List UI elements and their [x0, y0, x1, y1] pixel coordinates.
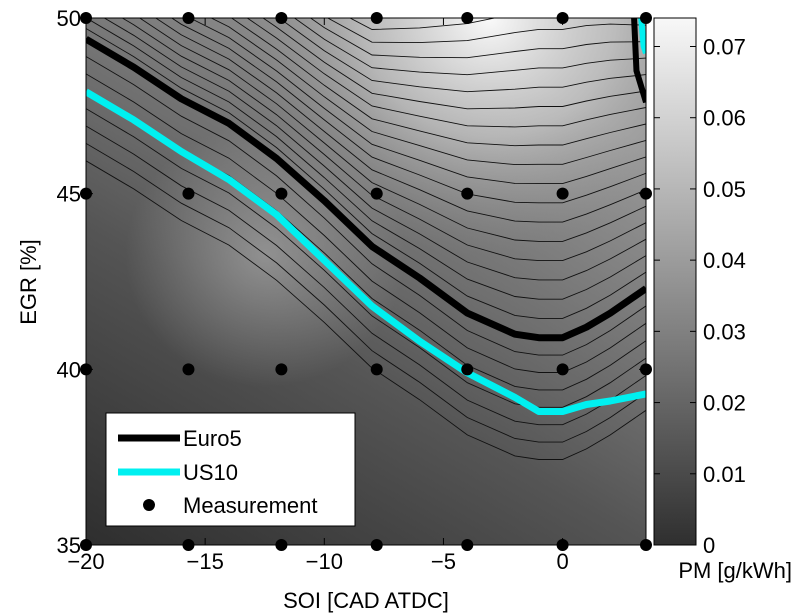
measurement-point — [461, 187, 474, 200]
contour-isoline — [246, 18, 646, 128]
series-line-us10-corner — [638, 18, 646, 55]
y-axis-label: EGR [%] — [16, 239, 41, 325]
contour-isoline — [262, 18, 646, 110]
contour-isoline — [210, 18, 646, 166]
contour-lines — [86, 18, 646, 460]
colorbar-tick-label: 0.02 — [703, 391, 746, 416]
x-tick-label: 0 — [556, 549, 568, 574]
colorbar-tick-label: 0.03 — [703, 319, 746, 344]
legend-swatch-measurement — [143, 499, 155, 511]
series-line-euro5-corner — [631, 18, 646, 104]
legend-label-us10: US10 — [183, 460, 238, 485]
measurement-point — [182, 187, 195, 200]
contour-isoline — [86, 143, 646, 443]
colorbar-label: PM [g/kWh] — [678, 558, 792, 583]
series-line-us10 — [86, 88, 646, 415]
contour-isoline — [278, 18, 646, 93]
colorbar-tick-label: 0 — [703, 533, 715, 558]
colorbar-ticks: 0 0.01 0.02 0.03 0.04 0.05 0.06 0.07 — [654, 34, 746, 558]
measurement-point — [182, 363, 195, 376]
contour-isoline — [170, 18, 646, 204]
contour-isoline — [86, 28, 646, 319]
threshold-lines — [86, 18, 646, 415]
contour-isoline — [86, 125, 646, 426]
y-axis-ticks: 35 40 45 50 — [57, 6, 646, 558]
contour-isoline — [309, 18, 646, 59]
x-tick-label: −15 — [186, 549, 223, 574]
contour-isoline — [103, 18, 646, 281]
colorbar-tick-label: 0.05 — [703, 177, 746, 202]
measurement-point — [370, 187, 383, 200]
legend-label-measurement: Measurement — [183, 493, 318, 518]
contour-isoline — [86, 108, 646, 408]
contour-isoline — [154, 18, 646, 223]
colorbar-tick-label: 0.04 — [703, 248, 746, 273]
contour-isoline — [230, 18, 646, 147]
plot-frame — [85, 17, 647, 546]
y-tick-label: 40 — [57, 357, 81, 382]
y-tick-label: 35 — [57, 533, 81, 558]
x-axis-ticks: −20 −15 −10 −5 0 — [67, 18, 569, 574]
contour-isoline — [86, 56, 646, 356]
x-tick-label: −10 — [306, 549, 343, 574]
contour-isoline — [86, 73, 646, 373]
contour-fill — [86, 18, 646, 545]
measurement-point — [275, 187, 288, 200]
measurement-point — [556, 187, 569, 200]
contour-isoline — [293, 18, 646, 76]
series-line-euro5 — [86, 36, 646, 342]
contour-isoline — [349, 18, 497, 30]
contour-isoline — [121, 18, 646, 262]
x-axis-label: SOI [CAD ATDC] — [283, 588, 449, 613]
measurement-point — [556, 363, 569, 376]
y-tick-label: 45 — [57, 182, 81, 207]
legend-label-euro5: Euro5 — [183, 426, 242, 451]
colorbar — [653, 17, 697, 546]
colorbar-tick-label: 0.06 — [703, 106, 746, 131]
colorbar-tick-label: 0.07 — [703, 34, 746, 59]
measurement-point — [370, 363, 383, 376]
contour-isoline — [86, 18, 646, 300]
measurement-point — [461, 363, 474, 376]
contour-isoline — [326, 18, 646, 44]
contour-isoline — [138, 18, 646, 242]
contour-isoline — [189, 18, 646, 185]
colorbar-tick-label: 0.01 — [703, 462, 746, 487]
x-tick-label: −5 — [431, 549, 456, 574]
x-tick-label: −20 — [67, 549, 104, 574]
legend: Euro5 US10 Measurement — [105, 412, 356, 527]
y-tick-label: 50 — [57, 6, 81, 31]
measurement-point — [275, 363, 288, 376]
contour-isoline — [86, 160, 646, 460]
